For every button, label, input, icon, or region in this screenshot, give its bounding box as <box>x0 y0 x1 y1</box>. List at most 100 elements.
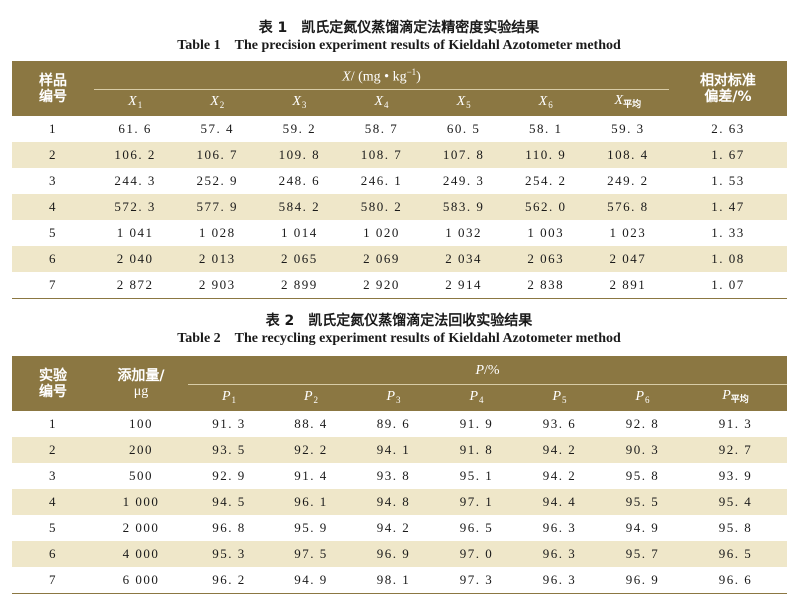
table-cell: 94. 8 <box>352 489 435 515</box>
table2-caption-en: Table 2 The recycling experiment results… <box>177 331 621 346</box>
table-cell: 576. 8 <box>586 194 669 220</box>
table-cell: 97. 3 <box>435 567 518 594</box>
table-cell: 1 000 <box>94 489 188 515</box>
table-cell: 89. 6 <box>376 416 411 431</box>
table-cell: 572. 3 <box>94 194 177 220</box>
table1-subheader-1: X1 <box>94 89 177 116</box>
header-label: 编号 <box>39 383 67 400</box>
table-cell: 92. 2 <box>270 437 352 463</box>
subheader-symbol: X <box>614 93 624 108</box>
table-cell: 94. 9 <box>625 520 660 535</box>
table-cell: 97. 5 <box>270 541 352 567</box>
subheader-symbol: X <box>538 93 548 109</box>
table-cell: 2 920 <box>340 272 423 299</box>
table-cell: 1. 67 <box>668 142 787 168</box>
subheader-subscript: 4 <box>384 99 389 110</box>
table-cell: 94. 5 <box>188 489 270 515</box>
header-unit: μg <box>133 383 149 399</box>
subheader-symbol: P <box>386 388 396 404</box>
table-cell: 1. 08 <box>668 246 787 272</box>
subheader-subscript: 1 <box>231 394 237 405</box>
table-cell: 95. 9 <box>294 520 328 535</box>
table-cell: 96. 9 <box>601 567 684 594</box>
table-cell: 2 <box>12 142 95 168</box>
table-cell: 500 <box>129 468 153 483</box>
table-cell: 88. 4 <box>294 416 328 431</box>
subheader-symbol: X <box>374 93 384 109</box>
table1-caption-cn: 表 1 凯氏定氮仪蒸馏滴定法精密度实验结果 <box>258 20 540 36</box>
table-cell: 57. 4 <box>200 121 235 136</box>
table-cell: 4 <box>12 194 95 220</box>
table-cell: 92. 7 <box>684 437 788 463</box>
table-cell: 3 <box>49 468 57 483</box>
table-cell: 2 063 <box>504 246 587 272</box>
subheader-symbol: P <box>303 388 313 404</box>
subheader-subscript: 5 <box>466 99 471 110</box>
table-cell: 248. 6 <box>278 173 321 188</box>
table-cell: 254. 2 <box>524 173 567 188</box>
table1-header-sample-no: 样品 编号 <box>12 61 95 116</box>
table-row: 1 61. 6 57. 4 59. 2 58. 7 60. 5 58. 1 59. 3 2. 6… <box>12 116 787 142</box>
subheader-symbol: P <box>722 388 731 403</box>
table-cell: 91. 3 <box>212 416 246 431</box>
table-cell: 2 899 <box>258 272 341 299</box>
table-cell: 4 000 <box>94 541 188 567</box>
table-cell: 249. 3 <box>442 173 485 188</box>
table-cell: 97. 0 <box>435 541 518 567</box>
table-row: 1 100 91. 3 88. 4 89. 6 91. 9 93. 6 92. 8 91. 3 <box>12 411 787 437</box>
table-cell: 1 <box>49 416 57 431</box>
table-cell: 2. 63 <box>711 121 745 136</box>
header-unit-exponent: −1 <box>406 67 417 78</box>
subheader-subscript: 6 <box>645 394 650 405</box>
subheader-subscript: 4 <box>479 394 484 405</box>
header-label: 样品 <box>39 72 68 89</box>
table-cell: 59. 2 <box>282 121 317 136</box>
table-cell: 1 020 <box>363 225 400 240</box>
subheader-subscript: 平均 <box>730 395 749 405</box>
table-cell: 6 <box>12 246 95 272</box>
table2-header-added-amount: 添加量/ μg <box>94 356 188 411</box>
table-cell: 107. 8 <box>422 142 505 168</box>
table-cell: 1 028 <box>198 225 236 240</box>
table-cell: 91. 9 <box>459 416 494 431</box>
table-cell: 92. 9 <box>212 468 246 483</box>
table-cell: 6 000 <box>94 567 188 594</box>
header-label: 相对标准 <box>699 72 756 89</box>
subheader-symbol: P <box>221 388 231 404</box>
subheader-subscript: 平均 <box>623 100 642 110</box>
subheader-subscript: 2 <box>313 394 319 405</box>
table-cell: 90. 3 <box>601 437 684 463</box>
table-cell: 2 040 <box>94 246 177 272</box>
table2-subheader-2: P2 <box>270 384 352 411</box>
table-row: 5 2 000 96. 8 95. 9 94. 2 96. 5 96. 3 94. 9 95. … <box>12 515 787 541</box>
table-cell: 93. 9 <box>718 468 753 483</box>
table1-subheader-4: X4 <box>340 89 423 116</box>
subheader-subscript: 2 <box>219 99 225 110</box>
table-cell: 7 <box>12 272 95 299</box>
table-cell: 6 <box>12 541 94 567</box>
table-cell: 2 000 <box>122 520 160 535</box>
table-cell: 95. 4 <box>684 489 788 515</box>
table-cell: 95. 8 <box>625 468 660 483</box>
table-cell: 2 838 <box>504 272 587 299</box>
table-cell: 96. 3 <box>542 520 577 535</box>
table-cell: 96. 5 <box>459 520 494 535</box>
table-cell: 580. 2 <box>340 194 423 220</box>
table-cell: 96. 1 <box>270 489 352 515</box>
precision-table: 样品 编号 X/ (mg • kg−1) 相对标准 偏差/% X1 X2 X3 X4 X… <box>12 61 787 299</box>
table-cell: 98. 1 <box>352 567 435 594</box>
table-cell: 95. 7 <box>601 541 684 567</box>
table-cell: 108. 4 <box>586 142 669 168</box>
table1-caption-en: Table 1 The precision experiment results… <box>177 38 621 53</box>
table-cell: 96. 2 <box>188 567 270 594</box>
header-unit: ) <box>416 69 421 85</box>
table-cell: 91. 3 <box>718 416 753 431</box>
table-cell: 100 <box>129 416 153 431</box>
table-cell: 562. 0 <box>504 194 587 220</box>
header-label: 偏差/% <box>704 88 752 105</box>
table-cell: 61. 6 <box>118 121 152 136</box>
table2-subheader-6: P6 <box>601 384 684 411</box>
